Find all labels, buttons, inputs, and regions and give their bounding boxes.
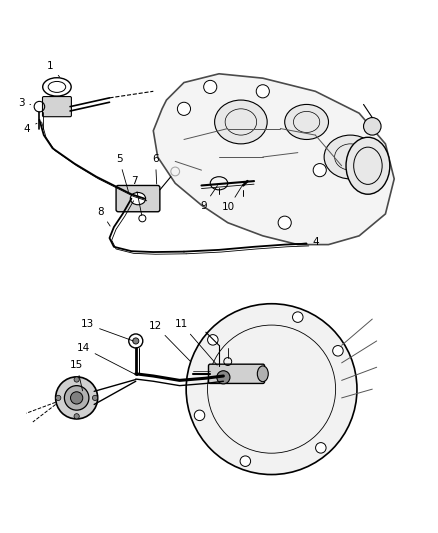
FancyBboxPatch shape (42, 96, 71, 117)
Circle shape (278, 216, 291, 229)
Circle shape (92, 395, 98, 400)
Circle shape (64, 386, 89, 410)
Text: 8: 8 (97, 207, 110, 226)
Ellipse shape (257, 366, 268, 382)
Circle shape (208, 335, 218, 345)
Text: 13: 13 (81, 319, 133, 341)
Circle shape (71, 392, 83, 404)
Text: 15: 15 (70, 360, 83, 391)
Circle shape (74, 414, 79, 419)
Circle shape (186, 304, 357, 474)
Text: 7: 7 (131, 176, 142, 215)
Text: 9: 9 (200, 185, 217, 211)
Text: 4: 4 (287, 237, 319, 247)
Circle shape (333, 345, 343, 356)
Ellipse shape (285, 104, 328, 140)
Text: 10: 10 (222, 187, 242, 212)
Circle shape (293, 312, 303, 322)
FancyBboxPatch shape (116, 185, 160, 212)
Circle shape (194, 410, 205, 421)
Ellipse shape (324, 135, 377, 179)
Circle shape (177, 102, 191, 115)
Circle shape (313, 164, 326, 177)
Polygon shape (153, 74, 394, 245)
Ellipse shape (131, 192, 145, 205)
Text: 12: 12 (149, 321, 191, 362)
Circle shape (133, 338, 139, 344)
Text: 4: 4 (24, 123, 37, 134)
Circle shape (364, 118, 381, 135)
Text: 6: 6 (152, 154, 159, 184)
Circle shape (240, 456, 251, 466)
Circle shape (315, 442, 326, 453)
Text: 1: 1 (47, 61, 60, 77)
Circle shape (56, 395, 61, 400)
Ellipse shape (346, 138, 390, 194)
Circle shape (217, 371, 230, 384)
Circle shape (56, 377, 98, 419)
Text: 11: 11 (175, 319, 217, 365)
FancyBboxPatch shape (208, 364, 265, 383)
Circle shape (204, 80, 217, 93)
Circle shape (74, 377, 79, 382)
Text: 3: 3 (18, 98, 31, 108)
Text: 5: 5 (116, 154, 128, 191)
Ellipse shape (215, 100, 267, 144)
Text: 14: 14 (77, 343, 138, 376)
Circle shape (256, 85, 269, 98)
